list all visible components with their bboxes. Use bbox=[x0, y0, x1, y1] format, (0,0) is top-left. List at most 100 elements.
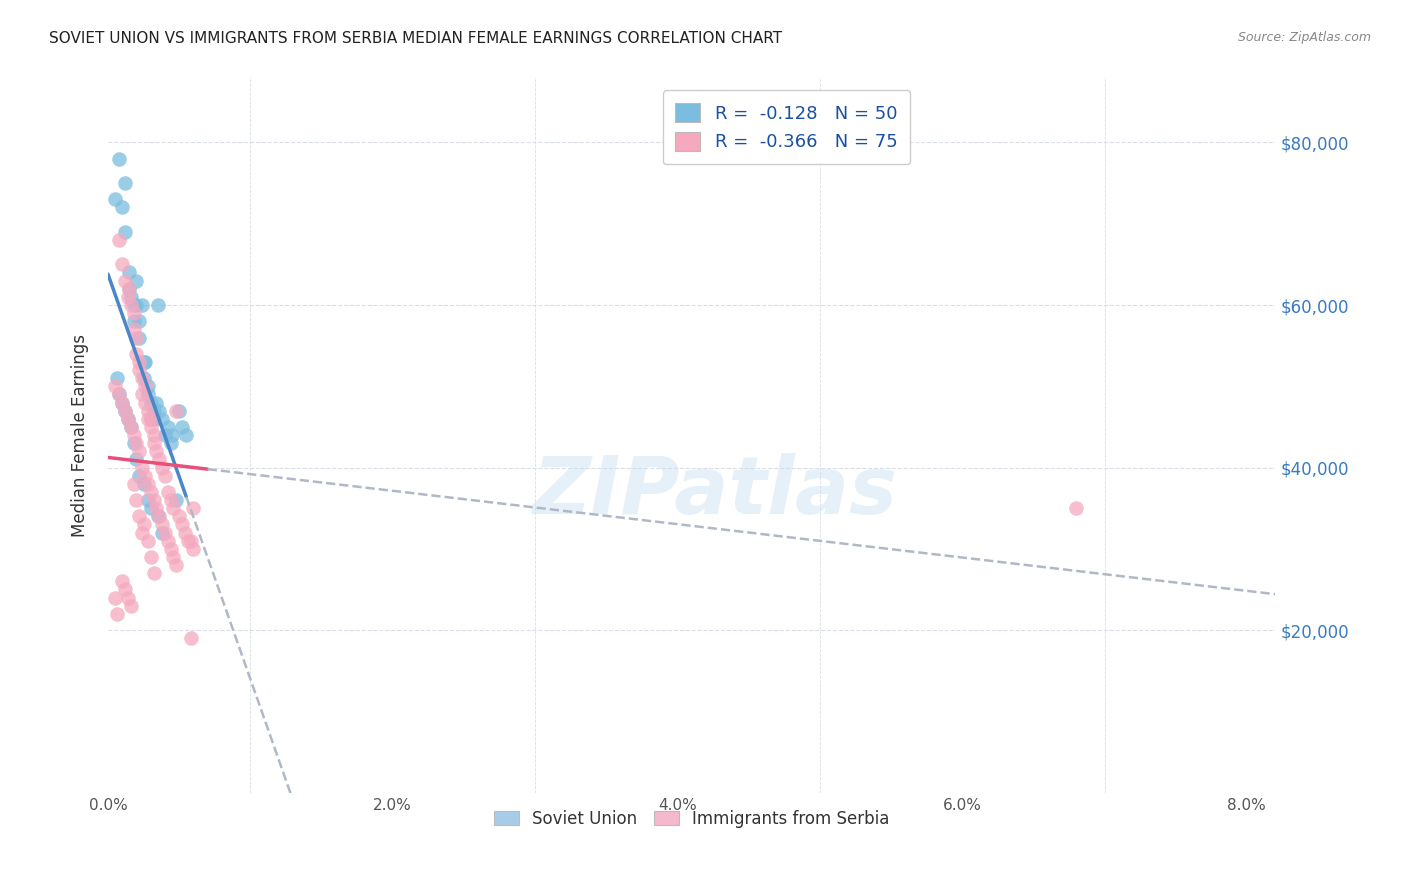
Point bbox=[156, 485, 179, 500]
Point bbox=[162, 549, 184, 564]
Point bbox=[142, 436, 165, 450]
Point bbox=[117, 411, 139, 425]
Point bbox=[159, 436, 181, 450]
Point bbox=[114, 274, 136, 288]
Point bbox=[165, 493, 187, 508]
Point bbox=[128, 468, 150, 483]
Point bbox=[132, 355, 155, 369]
Point bbox=[177, 533, 200, 548]
Point bbox=[139, 395, 162, 409]
Point bbox=[125, 436, 148, 450]
Point bbox=[145, 395, 167, 409]
Point bbox=[114, 176, 136, 190]
Point bbox=[165, 403, 187, 417]
Point bbox=[117, 411, 139, 425]
Point bbox=[122, 476, 145, 491]
Point bbox=[167, 509, 190, 524]
Point bbox=[118, 265, 141, 279]
Point bbox=[145, 501, 167, 516]
Point bbox=[160, 428, 183, 442]
Point bbox=[139, 485, 162, 500]
Point bbox=[142, 411, 165, 425]
Point bbox=[108, 387, 131, 401]
Point bbox=[170, 420, 193, 434]
Point bbox=[139, 411, 162, 425]
Point bbox=[139, 549, 162, 564]
Legend: Soviet Union, Immigrants from Serbia: Soviet Union, Immigrants from Serbia bbox=[486, 803, 896, 834]
Point bbox=[120, 599, 142, 613]
Point bbox=[142, 566, 165, 581]
Point bbox=[132, 517, 155, 532]
Point bbox=[136, 403, 159, 417]
Point bbox=[122, 436, 145, 450]
Point bbox=[142, 428, 165, 442]
Point bbox=[153, 428, 176, 442]
Point bbox=[128, 509, 150, 524]
Point bbox=[145, 444, 167, 458]
Point bbox=[128, 355, 150, 369]
Point bbox=[148, 452, 170, 467]
Y-axis label: Median Female Earnings: Median Female Earnings bbox=[72, 334, 89, 537]
Point bbox=[136, 379, 159, 393]
Point bbox=[120, 420, 142, 434]
Point bbox=[104, 192, 127, 206]
Point bbox=[111, 257, 134, 271]
Point bbox=[150, 525, 173, 540]
Point bbox=[120, 290, 142, 304]
Point bbox=[122, 298, 145, 312]
Point bbox=[136, 411, 159, 425]
Point bbox=[162, 501, 184, 516]
Point bbox=[142, 493, 165, 508]
Point bbox=[125, 330, 148, 344]
Point bbox=[139, 411, 162, 425]
Point bbox=[136, 533, 159, 548]
Point bbox=[118, 282, 141, 296]
Point bbox=[156, 420, 179, 434]
Point bbox=[174, 428, 197, 442]
Point bbox=[122, 306, 145, 320]
Point bbox=[128, 330, 150, 344]
Point bbox=[134, 379, 156, 393]
Point bbox=[114, 582, 136, 597]
Point bbox=[170, 517, 193, 532]
Point bbox=[159, 541, 181, 556]
Point bbox=[125, 493, 148, 508]
Point bbox=[111, 201, 134, 215]
Point bbox=[105, 371, 128, 385]
Point bbox=[150, 517, 173, 532]
Point bbox=[1064, 501, 1087, 516]
Point bbox=[159, 493, 181, 508]
Point bbox=[128, 363, 150, 377]
Point bbox=[131, 525, 153, 540]
Point bbox=[173, 525, 195, 540]
Point bbox=[136, 476, 159, 491]
Point bbox=[125, 298, 148, 312]
Point bbox=[136, 387, 159, 401]
Point bbox=[153, 525, 176, 540]
Point bbox=[139, 420, 162, 434]
Point bbox=[132, 371, 155, 385]
Point bbox=[146, 509, 169, 524]
Point bbox=[156, 533, 179, 548]
Point bbox=[128, 444, 150, 458]
Point bbox=[108, 233, 131, 247]
Point bbox=[122, 322, 145, 336]
Point bbox=[146, 298, 169, 312]
Point bbox=[122, 314, 145, 328]
Point bbox=[125, 274, 148, 288]
Text: Source: ZipAtlas.com: Source: ZipAtlas.com bbox=[1237, 31, 1371, 45]
Point bbox=[131, 460, 153, 475]
Point bbox=[105, 607, 128, 621]
Point bbox=[131, 387, 153, 401]
Point bbox=[167, 403, 190, 417]
Point bbox=[134, 468, 156, 483]
Point bbox=[118, 282, 141, 296]
Point bbox=[131, 298, 153, 312]
Point bbox=[136, 493, 159, 508]
Point bbox=[180, 632, 202, 646]
Point bbox=[139, 501, 162, 516]
Text: SOVIET UNION VS IMMIGRANTS FROM SERBIA MEDIAN FEMALE EARNINGS CORRELATION CHART: SOVIET UNION VS IMMIGRANTS FROM SERBIA M… bbox=[49, 31, 782, 46]
Point bbox=[148, 403, 170, 417]
Point bbox=[131, 371, 153, 385]
Point bbox=[125, 452, 148, 467]
